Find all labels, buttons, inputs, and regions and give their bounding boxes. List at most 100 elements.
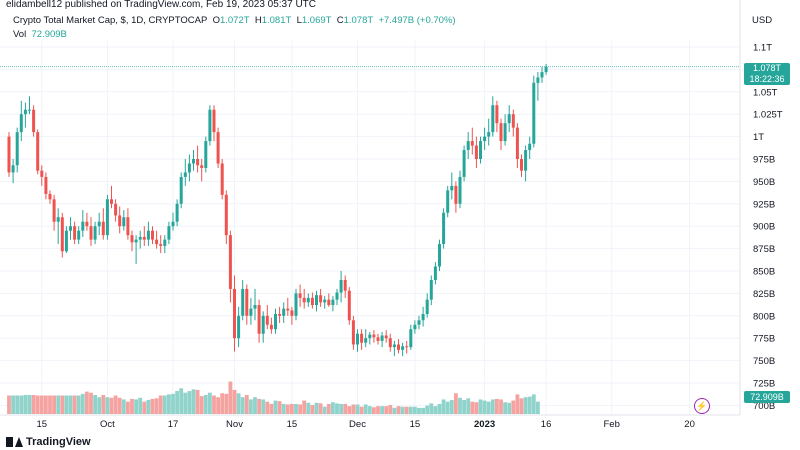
low-value: 1.069T: [301, 15, 332, 26]
candle-body: [23, 109, 27, 115]
volume-bar: [240, 397, 245, 414]
volume-bar: [474, 402, 479, 414]
volume-bar: [523, 397, 528, 414]
candle-body: [274, 314, 277, 330]
candle-body: [376, 337, 380, 341]
candle-body: [216, 132, 220, 164]
volume-legend: Vol 72.909B: [13, 29, 67, 40]
candle-body: [401, 346, 405, 350]
candle-body: [380, 335, 384, 341]
candle-body: [306, 297, 310, 303]
volume-bar: [134, 399, 138, 414]
candle-body: [52, 199, 56, 222]
volume-bar: [417, 407, 421, 414]
volume-bar: [429, 403, 434, 414]
candle-body: [515, 127, 519, 159]
volume-bar: [208, 392, 212, 414]
candle-body: [171, 221, 175, 227]
candle-body: [81, 221, 85, 231]
volume-bar: [117, 397, 122, 414]
candle-body: [331, 299, 335, 306]
volume-bar: [60, 395, 65, 414]
x-tick-label: 15: [37, 419, 48, 430]
volume-bar: [515, 394, 520, 414]
y-tick-label: 925B: [753, 199, 775, 210]
volume-bar: [331, 402, 335, 414]
volume-bar: [433, 406, 438, 414]
volume-bar: [89, 392, 93, 414]
volume-bar: [294, 403, 298, 414]
volume-bar: [126, 401, 130, 414]
candle-body: [192, 159, 195, 164]
volume-bar: [44, 395, 48, 414]
volume-bar: [404, 406, 409, 414]
candle-body: [134, 239, 138, 243]
candle-body: [249, 308, 253, 316]
candle-body: [450, 185, 454, 191]
candle-body: [347, 290, 351, 321]
x-tick-label: Oct: [100, 419, 115, 430]
x-tick-label: 15: [410, 419, 421, 430]
volume-bar: [503, 402, 507, 414]
lightning-icon[interactable]: ⚡: [694, 398, 710, 414]
candle-body: [409, 329, 413, 348]
volume-bar: [285, 404, 290, 414]
candle-body: [204, 141, 208, 168]
candle-body: [479, 141, 482, 159]
volume-bar: [199, 396, 204, 414]
y-tick-label: 875B: [753, 244, 775, 255]
candle-body: [405, 346, 409, 348]
candle-body: [540, 72, 544, 78]
ohlc-legend: Crypto Total Market Cap, $, 1D, CRYPTOCA…: [13, 15, 456, 26]
volume-bar: [212, 395, 216, 414]
currency-label[interactable]: USD: [752, 15, 773, 26]
candle-body: [454, 185, 458, 204]
volume-bar: [281, 403, 286, 414]
volume-bar: [257, 398, 261, 414]
candle-body: [228, 235, 232, 289]
candle-body: [105, 199, 109, 236]
candle-body: [11, 165, 15, 173]
volume-bar: [302, 400, 307, 414]
candle-body: [302, 297, 306, 303]
candle-body: [36, 132, 40, 171]
candle-body: [167, 226, 171, 240]
candle-body: [458, 176, 462, 204]
candle-body: [114, 203, 118, 216]
volume-bar: [15, 395, 20, 414]
candle-body: [392, 344, 396, 348]
volume-bar: [56, 395, 61, 414]
tradingview-logo[interactable]: TradingView: [6, 436, 91, 448]
candle-body: [265, 315, 269, 325]
volume-bar: [27, 394, 32, 414]
candle-body: [187, 163, 191, 173]
y-tick-label: 725B: [753, 379, 775, 390]
volume-bar: [458, 397, 462, 414]
candle-body: [532, 82, 536, 144]
volume-bar: [507, 402, 512, 414]
candle-body: [7, 136, 11, 173]
x-tick-label: 2023: [474, 419, 495, 430]
volume-bar: [105, 397, 110, 414]
candle-body: [446, 190, 450, 213]
candle-body: [360, 333, 364, 343]
volume-bar: [249, 399, 253, 414]
candle-body: [56, 217, 60, 222]
candle-body: [351, 320, 355, 345]
candle-body: [442, 212, 446, 245]
candle-body: [253, 305, 257, 309]
candle-body: [491, 105, 495, 133]
volume-bar: [273, 400, 278, 414]
candle-body: [208, 109, 212, 142]
y-tick-label: 800B: [753, 311, 775, 322]
volume-bar: [269, 403, 274, 414]
volume-bar: [80, 393, 85, 414]
candle-body: [163, 239, 167, 246]
volume-bar: [388, 405, 393, 414]
volume-bar: [355, 404, 360, 414]
bar-countdown: 18:22:36: [749, 74, 785, 84]
candle-body: [323, 299, 327, 303]
volume-bar: [11, 395, 15, 414]
volume-bar: [187, 391, 192, 414]
